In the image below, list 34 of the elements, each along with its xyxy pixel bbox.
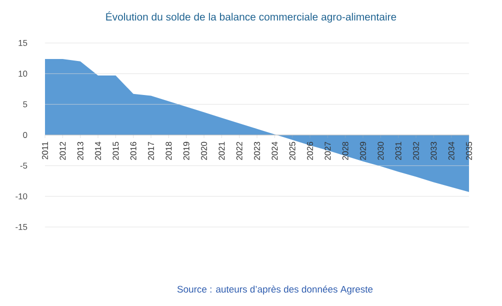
x-tick-label: 2034 — [448, 142, 454, 160]
y-tick-label: 0 — [23, 132, 28, 138]
y-tick-label: -15 — [16, 224, 28, 230]
source-note: Source : auteurs d’après des données Agreste — [177, 286, 373, 294]
x-tick-label: 2029 — [360, 142, 366, 160]
x-tick-label: 2017 — [148, 142, 154, 160]
x-tick-label: 2022 — [236, 142, 242, 160]
x-tick-label: 2013 — [77, 142, 84, 160]
x-tick-label: 2035 — [466, 142, 472, 160]
y-tick-label: -5 — [20, 162, 28, 169]
y-tick-label: 5 — [23, 101, 28, 108]
x-tick-label: 2028 — [342, 142, 348, 160]
x-tick-label: 2018 — [166, 142, 172, 160]
x-tick-label: 2020 — [201, 142, 207, 160]
x-tick-label: 2031 — [395, 142, 402, 160]
x-tick-label: 2023 — [254, 142, 260, 160]
x-tick-label: 2011 — [42, 142, 48, 160]
x-tick-label: 2030 — [378, 142, 384, 160]
x-tick-label: 2014 — [95, 142, 101, 160]
x-tick-label: 2012 — [60, 142, 66, 160]
y-tick-label: 10 — [18, 70, 28, 77]
y-tick-label: -10 — [16, 193, 28, 200]
x-tick-label: 2019 — [183, 142, 190, 160]
x-tick-label: 2024 — [272, 142, 278, 160]
x-tick-label: 2021 — [218, 142, 225, 160]
chart-title: Évolution du solde de la balance commerciale agro-alimentaire — [106, 11, 396, 23]
y-tick-label: 15 — [18, 40, 28, 46]
x-tick-label: 2027 — [324, 142, 331, 160]
x-tick-label: 2015 — [112, 142, 119, 160]
x-tick-label: 2032 — [413, 142, 419, 160]
x-tick-label: 2025 — [289, 142, 296, 160]
x-tick-label: 2016 — [130, 142, 136, 160]
x-tick-label: 2026 — [307, 142, 313, 160]
x-tick-label: 2033 — [430, 142, 437, 160]
